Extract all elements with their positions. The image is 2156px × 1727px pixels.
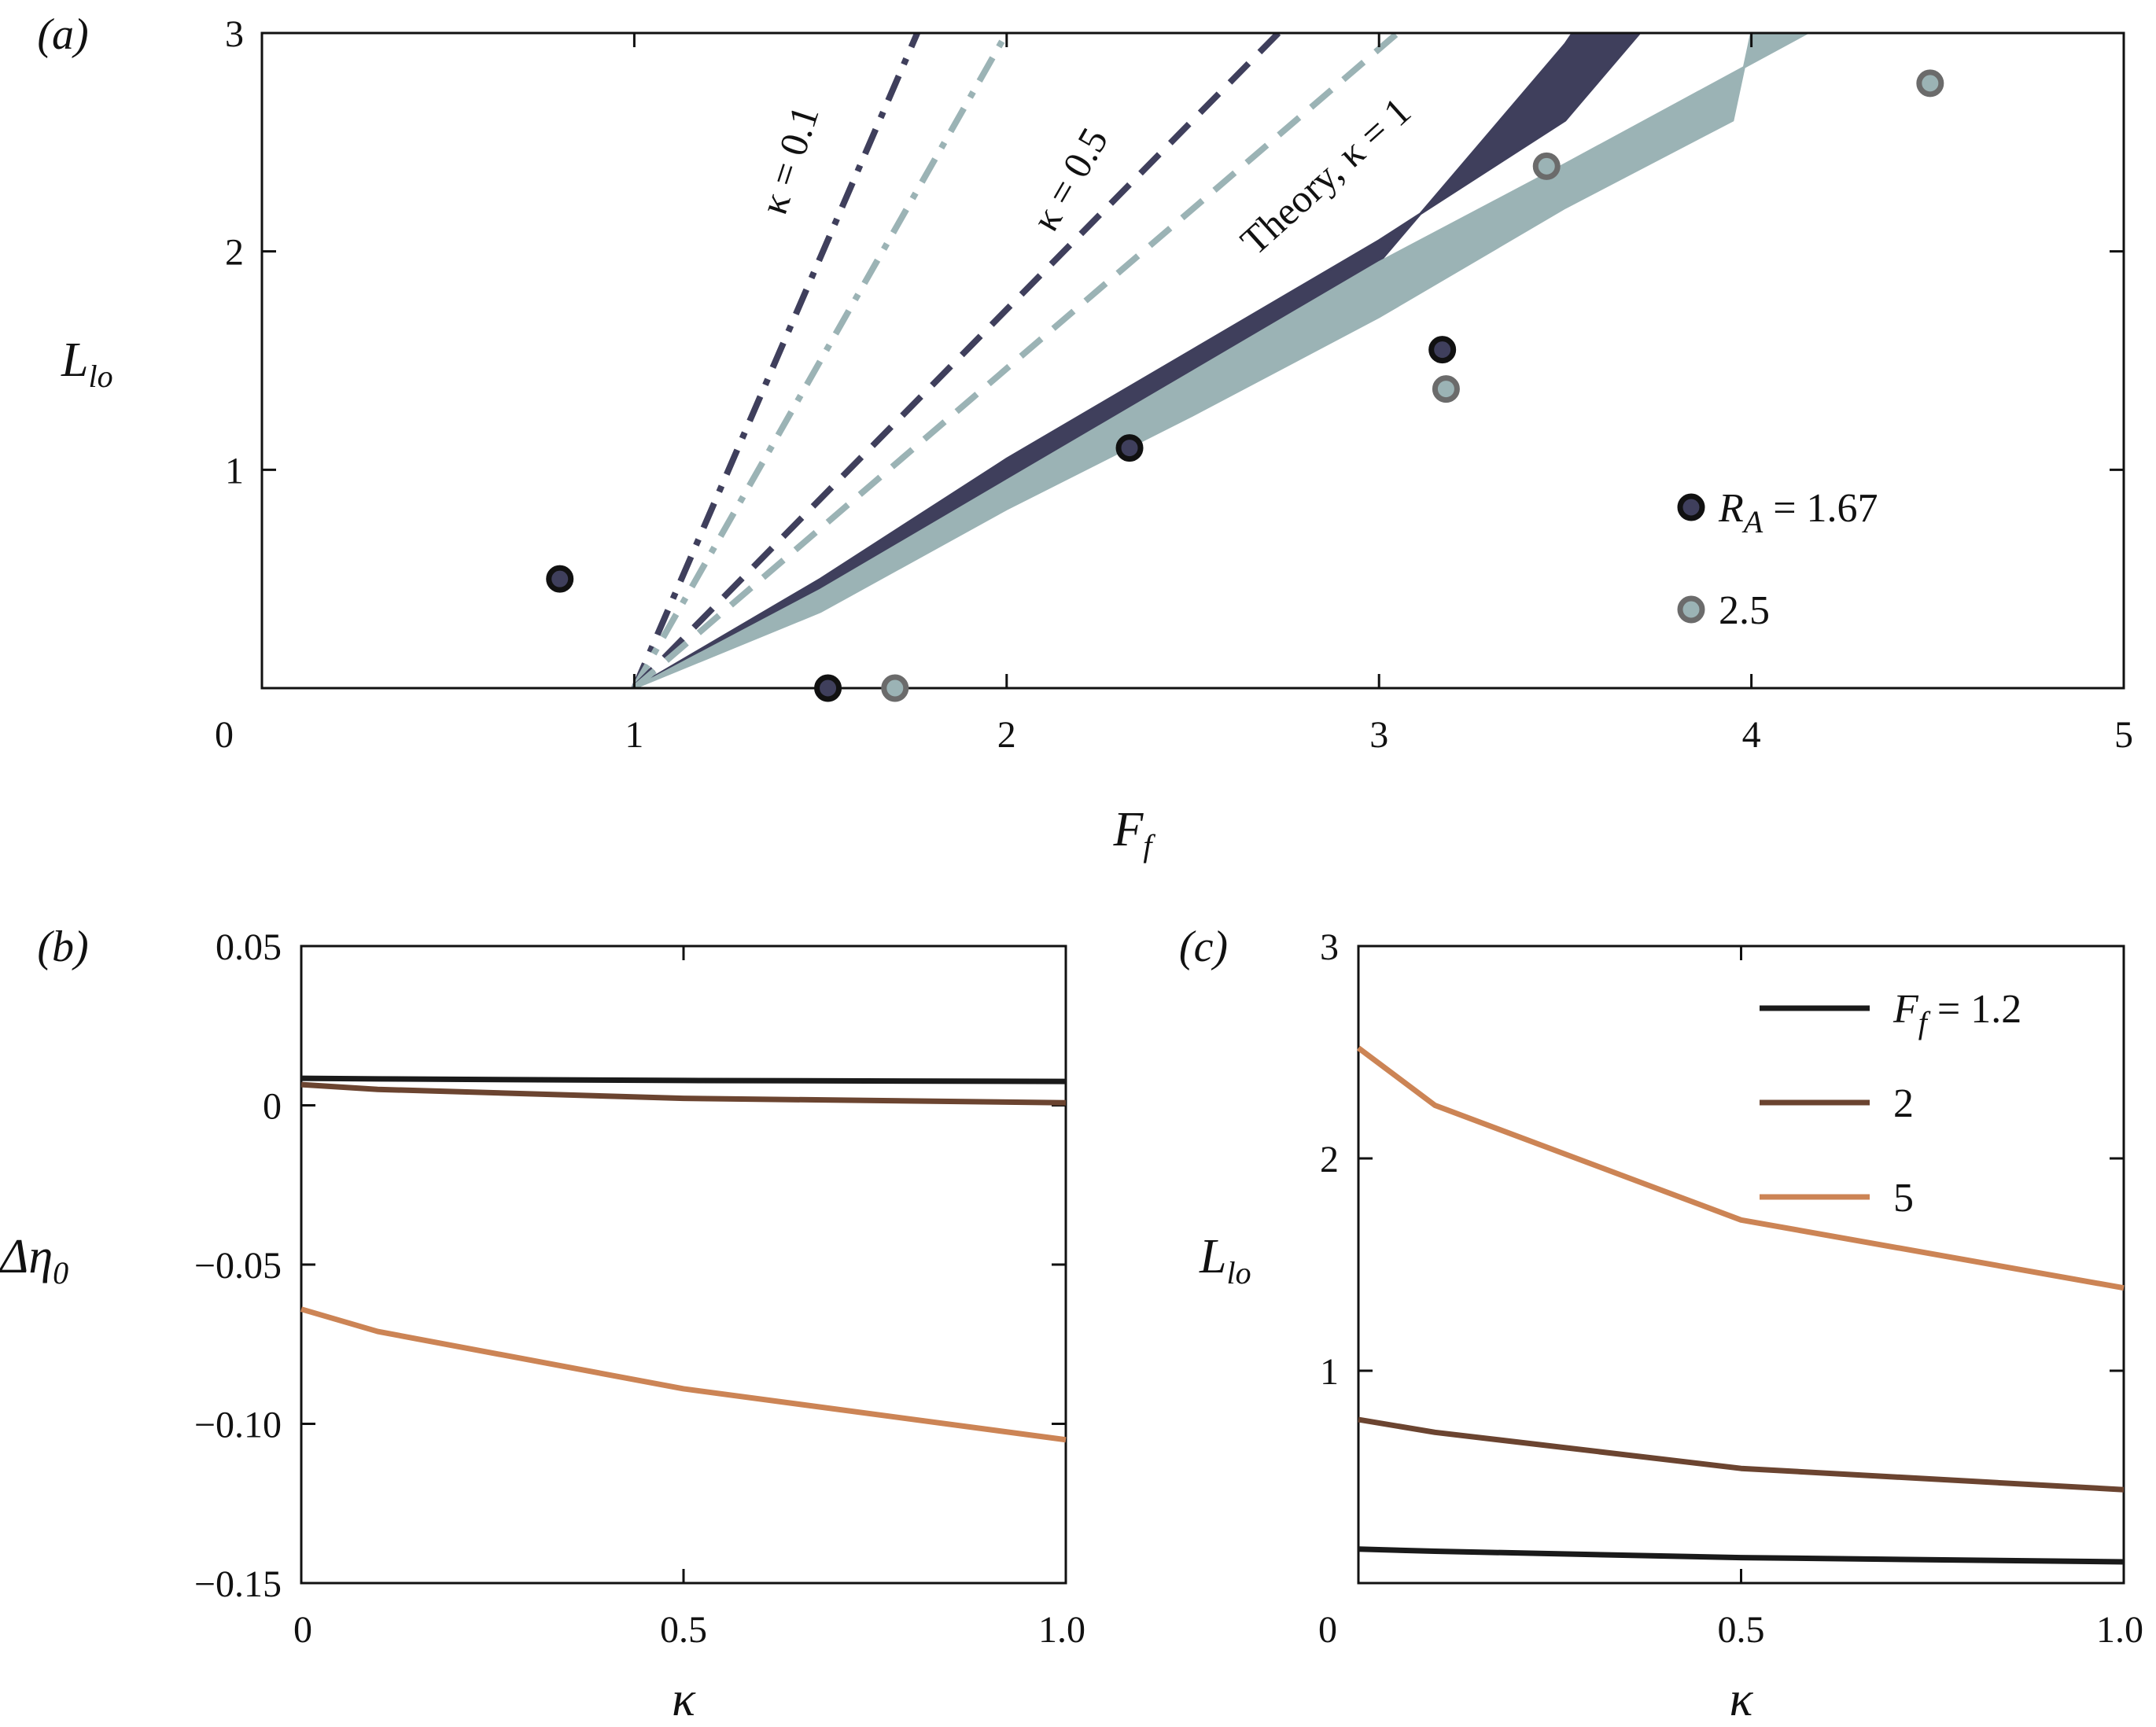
- data-point-series-0-1: [814, 674, 842, 702]
- theory-line-kappa-0.1-light: [631, 33, 1010, 688]
- y-tick-label-c-3: 3: [1320, 926, 1339, 968]
- y-tick-label-b-0: 0: [263, 1086, 282, 1128]
- x-tick-label-0: 0: [215, 714, 234, 756]
- x-tick-label-c-0.5: 0.5: [1718, 1609, 1765, 1651]
- legend-label-1: 2.5: [1719, 588, 1770, 633]
- panel-b: 0 0.5 1.0 0.05 0 −0.05 −0.10 −0.15 κ Δη0 (b): [0, 922, 1085, 1726]
- x-tick-label-c-0: 0: [1318, 1609, 1337, 1651]
- x-axis-label-b: κ: [672, 1673, 696, 1726]
- y-tick-label-2: 2: [225, 232, 244, 274]
- x-tick-label-b-1.0: 1.0: [1038, 1609, 1085, 1651]
- legend-marker-1: [1677, 595, 1705, 624]
- x-tick-label-5: 5: [2114, 714, 2133, 756]
- y-tick-label-b-0.05: 0.05: [216, 926, 282, 968]
- data-point-series-1-1: [1432, 375, 1460, 403]
- data-point-series-1-2: [1532, 152, 1561, 180]
- y-tick-label-b-−0.10: −0.10: [194, 1405, 282, 1446]
- x-tick-label-2: 2: [997, 714, 1016, 756]
- data-point-series-0-2: [1115, 434, 1144, 462]
- x-tick-label-b-0.5: 0.5: [660, 1609, 707, 1651]
- y-axis-label-b: Δη0: [0, 1230, 68, 1291]
- legend-label-0: RA = 1.67: [1718, 486, 1878, 539]
- y-tick-label-b-−0.15: −0.15: [194, 1563, 282, 1605]
- y-tick-label-1: 1: [225, 450, 244, 492]
- axes-frame-a: [260, 31, 2125, 690]
- y-axis-label-c: Llo: [1199, 1230, 1251, 1291]
- annotation-1: κ = 0.5: [1023, 120, 1116, 238]
- theory-line-kappa-0.5-dark: [632, 33, 1281, 688]
- x-axis-label-c: κ: [1730, 1673, 1754, 1726]
- y-tick-label-3: 3: [225, 13, 244, 55]
- series-line-c-1: [1358, 1416, 2125, 1493]
- x-tick-label-1: 1: [625, 714, 643, 756]
- theory-line-kappa-0.1-dark: [631, 33, 920, 688]
- series-line-c-0: [1358, 1546, 2125, 1565]
- axes-frame-c: [1357, 945, 2125, 1585]
- x-axis-label: Ff: [1113, 803, 1156, 864]
- y-tick-label-c-1: 1: [1320, 1351, 1339, 1393]
- data-point-series-1-3: [1916, 69, 1944, 98]
- data-point-series-1-0: [881, 674, 909, 702]
- series-line-b-1: [300, 1081, 1067, 1106]
- y-tick-label-b-−0.05: −0.05: [194, 1245, 282, 1287]
- theory-band-kappa-1-light: [633, 33, 1808, 688]
- panel-label-b: (b): [37, 922, 88, 971]
- data-point-series-0-3: [1428, 336, 1457, 364]
- plot-area-a: [631, 33, 1808, 688]
- annotation-0: κ = 0.1: [751, 101, 827, 219]
- panel-c: 0 0.5 1.0 1 2 3 κ Llo (c) Ff = 1.2 2 5: [1179, 922, 2143, 1726]
- y-axis-label: Llo: [61, 333, 113, 394]
- series-line-b-2: [300, 1306, 1067, 1443]
- panel-label-c: (c): [1179, 922, 1228, 971]
- axes-frame-b: [300, 945, 1067, 1585]
- legend-label-c-0: Ff = 1.2: [1892, 987, 2021, 1040]
- data-point-series-0-0: [546, 565, 574, 593]
- x-tick-label-4: 4: [1742, 714, 1761, 756]
- x-tick-label-c-1.0: 1.0: [2096, 1609, 2143, 1651]
- series-line-c-2: [1356, 1045, 2125, 1291]
- x-tick-label-3: 3: [1369, 714, 1388, 756]
- panel-label-a: (a): [37, 10, 88, 59]
- series-line-b-0: [300, 1075, 1067, 1084]
- y-tick-label-c-2: 2: [1320, 1139, 1339, 1180]
- x-tick-label-b-0: 0: [293, 1609, 312, 1651]
- legend-label-c-2: 5: [1893, 1176, 1914, 1221]
- legend-marker-0: [1677, 493, 1705, 521]
- legend-label-c-1: 2: [1893, 1081, 1914, 1126]
